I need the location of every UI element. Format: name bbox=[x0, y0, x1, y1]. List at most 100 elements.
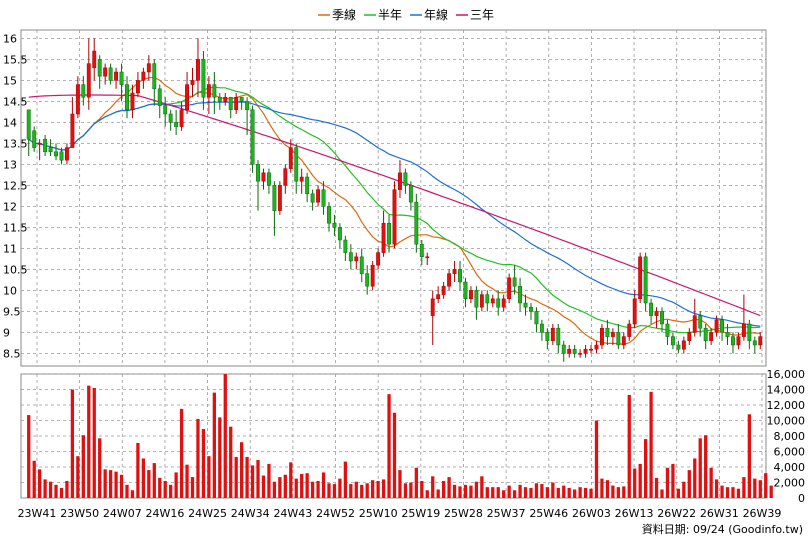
candle bbox=[130, 84, 135, 119]
volume-bar bbox=[698, 438, 702, 498]
volume-bar bbox=[229, 426, 233, 498]
price-tick-label: 15 bbox=[3, 74, 17, 87]
volume-bar bbox=[343, 461, 348, 498]
candle-body bbox=[725, 332, 730, 337]
candle bbox=[59, 147, 64, 165]
volume-bar bbox=[447, 477, 451, 498]
candle-body bbox=[201, 59, 206, 98]
volume-bar bbox=[234, 456, 238, 498]
candle bbox=[376, 248, 381, 270]
candle-body bbox=[518, 285, 523, 304]
candle bbox=[392, 181, 397, 249]
candle-body bbox=[458, 269, 462, 283]
volume-bar bbox=[371, 480, 375, 498]
candle bbox=[545, 328, 550, 350]
candle-body bbox=[709, 332, 714, 342]
candle-body bbox=[703, 327, 708, 342]
candle bbox=[463, 277, 468, 308]
price-tick-label: 10.5 bbox=[3, 263, 28, 276]
candle-body bbox=[747, 323, 752, 342]
volume-tick-label: 0 bbox=[798, 492, 805, 505]
candle-body bbox=[561, 344, 566, 354]
data-date-credit: 資料日期: 09/24 (Goodinfo.tw) bbox=[642, 522, 803, 536]
volume-bar bbox=[474, 481, 479, 498]
candle bbox=[141, 67, 146, 89]
volume-bar bbox=[152, 463, 156, 498]
volume-bar bbox=[212, 392, 216, 498]
candle-body bbox=[627, 323, 632, 337]
candle bbox=[567, 345, 572, 358]
legend-item-three-year: 三年 bbox=[456, 8, 494, 22]
candle bbox=[561, 340, 566, 362]
candle-body bbox=[65, 147, 69, 161]
candle-body bbox=[327, 206, 331, 224]
volume-bar bbox=[70, 389, 75, 498]
candle-body bbox=[81, 84, 86, 98]
candle bbox=[430, 290, 435, 345]
volume-bar bbox=[332, 484, 337, 498]
candle-body bbox=[550, 327, 555, 342]
volume-bar bbox=[256, 460, 260, 498]
candle-body bbox=[578, 353, 583, 355]
volume-bar bbox=[398, 470, 402, 498]
price-panel: 16 15.5 15 14.5 14 13.5 13 12.5 12 11.5 11 10.5 10 9.… bbox=[3, 29, 767, 367]
volume-bar bbox=[496, 487, 500, 498]
volume-bar bbox=[676, 488, 681, 498]
x-tick-label: 26W22 bbox=[657, 507, 696, 520]
candle bbox=[354, 252, 359, 270]
candle-body bbox=[507, 277, 512, 300]
candle-body bbox=[256, 164, 260, 182]
volume-bar bbox=[605, 480, 610, 498]
volume-bar bbox=[502, 490, 506, 498]
price-tick-label: 14 bbox=[3, 116, 17, 129]
candle bbox=[556, 324, 561, 354]
volume-bar bbox=[174, 472, 178, 498]
candle-body bbox=[92, 50, 97, 69]
candle bbox=[709, 328, 714, 345]
volume-bar bbox=[529, 487, 533, 498]
volume-bar bbox=[376, 480, 380, 498]
candle bbox=[387, 214, 391, 253]
volume-bar bbox=[633, 468, 637, 498]
candle bbox=[425, 252, 430, 266]
volume-bar bbox=[278, 477, 282, 498]
candle-body bbox=[501, 298, 506, 308]
x-tick-label: 24W25 bbox=[188, 507, 227, 520]
x-tick-label: 26W13 bbox=[615, 507, 654, 520]
legend-label-year: 年線 bbox=[424, 7, 448, 22]
volume-bar bbox=[403, 483, 408, 498]
candle bbox=[468, 286, 473, 303]
candle bbox=[26, 109, 31, 156]
volume-bar bbox=[43, 479, 47, 498]
volume-tick-label: 16,000 bbox=[767, 368, 806, 381]
candle-body bbox=[736, 336, 741, 346]
candle-body bbox=[485, 294, 490, 304]
candle-body bbox=[130, 92, 135, 111]
candle bbox=[398, 160, 402, 198]
volume-bar bbox=[507, 485, 511, 498]
volume-bar bbox=[523, 487, 528, 498]
x-tick-label: 26W39 bbox=[743, 507, 782, 520]
candle-body bbox=[758, 336, 763, 346]
candle bbox=[589, 345, 593, 354]
candle-body bbox=[359, 256, 364, 274]
candle bbox=[152, 59, 157, 106]
candle-body bbox=[179, 109, 184, 127]
volume-bar bbox=[196, 418, 200, 498]
price-tick-label: 8.5 bbox=[3, 347, 21, 360]
volume-bar bbox=[130, 490, 135, 498]
volume-bar bbox=[414, 467, 418, 498]
candle bbox=[327, 202, 331, 232]
candle-body bbox=[600, 327, 604, 346]
x-tick-label: 24W43 bbox=[273, 507, 312, 520]
candle-body bbox=[239, 96, 244, 102]
volume-bar bbox=[682, 481, 686, 498]
volume-bar bbox=[294, 478, 298, 498]
legend-label-three-year: 三年 bbox=[470, 8, 494, 22]
candle-body bbox=[48, 147, 53, 153]
volume-bar bbox=[420, 480, 424, 498]
volume-bar bbox=[600, 478, 604, 498]
volume-bar bbox=[76, 456, 80, 498]
candle bbox=[676, 340, 681, 354]
legend-item-half-year: 半年 bbox=[364, 8, 402, 22]
